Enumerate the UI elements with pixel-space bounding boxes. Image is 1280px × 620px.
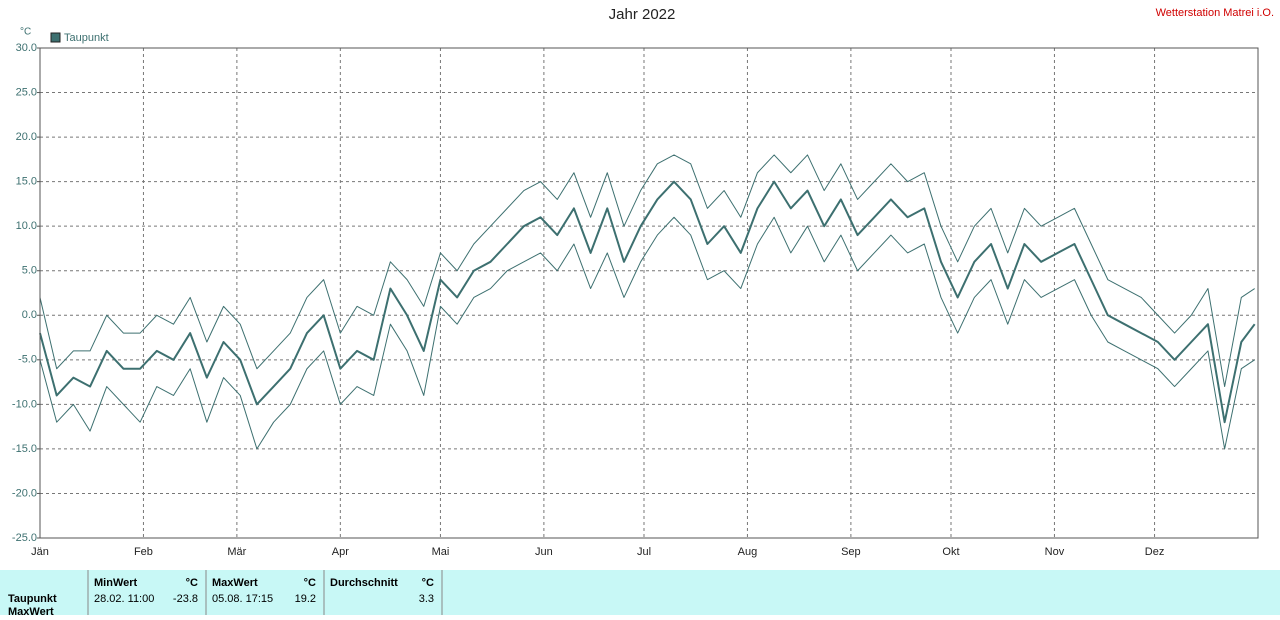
y-tick-label: 5.0 — [22, 265, 37, 277]
y-tick-label: -25.0 — [12, 532, 37, 544]
x-tick-label: Mai — [432, 546, 450, 558]
cell: -23.8 — [173, 593, 198, 605]
series-line — [39, 154, 1255, 388]
y-tick-label: -5.0 — [18, 354, 37, 366]
col-unit: °C — [304, 577, 316, 589]
row-label: Taupunkt — [8, 593, 57, 605]
y-tick-label: 15.0 — [16, 176, 37, 188]
row-label: MaxWert — [8, 606, 54, 615]
legend-swatch — [50, 32, 61, 43]
station-name: Wetterstation Matrei i.O. — [1156, 7, 1274, 19]
y-tick-label: 0.0 — [22, 309, 37, 321]
cell: 19.2 — [295, 593, 316, 605]
cell: 05.08. 17:15 — [212, 593, 273, 605]
y-unit: °C — [20, 27, 31, 38]
y-tick-label: 30.0 — [16, 42, 37, 54]
x-tick-label: Aug — [738, 546, 758, 558]
x-tick-label: Nov — [1045, 546, 1065, 558]
y-tick-label: 10.0 — [16, 220, 37, 232]
series-line — [39, 216, 1255, 450]
x-tick-label: Sep — [841, 546, 861, 558]
y-tick-label: -10.0 — [12, 398, 37, 410]
y-tick-label: -15.0 — [12, 443, 37, 455]
x-tick-label: Mär — [227, 546, 246, 558]
plot-frame — [39, 47, 1259, 539]
y-tick-label: 25.0 — [16, 86, 37, 98]
col-unit: °C — [422, 577, 434, 589]
x-tick-label: Okt — [942, 546, 959, 558]
x-tick-label: Jun — [535, 546, 553, 558]
legend-label: Taupunkt — [64, 32, 109, 44]
series-line — [39, 180, 1256, 424]
summary-panel — [0, 570, 1280, 615]
x-tick-label: Jän — [31, 546, 49, 558]
y-tick-label: 20.0 — [16, 131, 37, 143]
col-unit: °C — [186, 577, 198, 589]
col-header: Durchschnitt — [330, 577, 398, 589]
x-tick-label: Jul — [637, 546, 651, 558]
cell: 3.3 — [419, 593, 434, 605]
x-tick-label: Apr — [332, 546, 349, 558]
x-tick-label: Dez — [1145, 546, 1165, 558]
col-header: MaxWert — [212, 577, 258, 589]
cell: 28.02. 11:00 — [94, 593, 154, 605]
col-header: MinWert — [94, 577, 138, 589]
y-tick-label: -20.0 — [12, 487, 37, 499]
chart-title: Jahr 2022 — [609, 6, 676, 23]
x-tick-label: Feb — [134, 546, 153, 558]
